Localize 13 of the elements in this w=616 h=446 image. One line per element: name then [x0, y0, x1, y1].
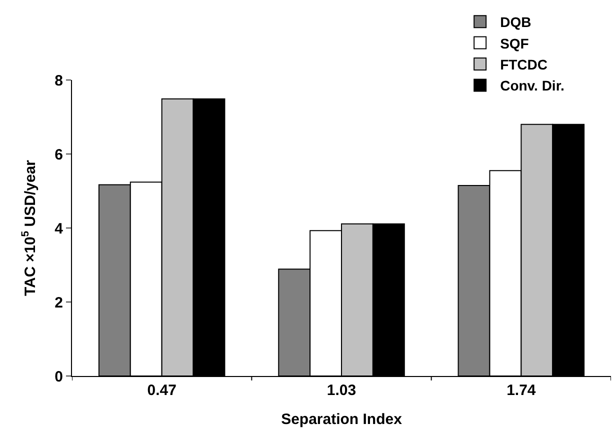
y-tick-label: 4: [54, 220, 64, 238]
y-tick-label: 2: [54, 294, 63, 312]
x-tick-label: 1.03: [326, 382, 356, 399]
x-tick-label: 1.74: [506, 382, 536, 399]
x-axis-title: Separation Index: [281, 411, 403, 428]
legend-label: FTCDC: [500, 56, 548, 72]
y-tick-label: 0: [54, 368, 63, 386]
y-tick-label: 6: [54, 146, 63, 164]
y-tick-label: 8: [54, 72, 63, 90]
legend-label: SQF: [500, 35, 530, 52]
legend-label: Conv. Dir.: [500, 78, 564, 94]
x-tick-label: 0.47: [147, 382, 176, 399]
legend-label: DQB: [500, 14, 532, 30]
